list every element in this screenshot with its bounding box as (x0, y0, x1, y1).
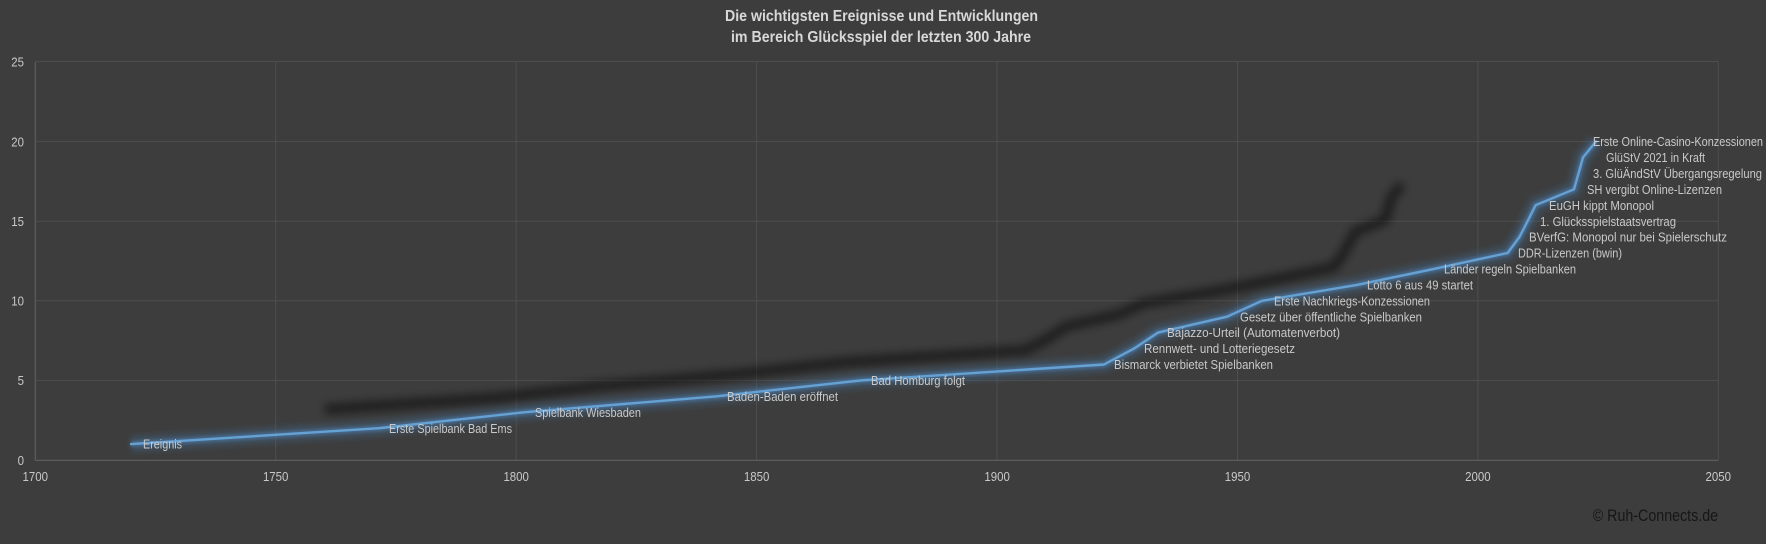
svg-text:1950: 1950 (1225, 470, 1251, 484)
svg-text:Bismarck verbietet Spielbanken: Bismarck verbietet Spielbanken (1114, 358, 1273, 372)
svg-text:1750: 1750 (263, 470, 289, 484)
svg-text:im Bereich Glücksspiel der let: im Bereich Glücksspiel der letzten 300 J… (731, 29, 1031, 46)
svg-text:1. Glücksspielstaatsvertrag: 1. Glücksspielstaatsvertrag (1540, 215, 1676, 229)
svg-text:Spielbank Wiesbaden: Spielbank Wiesbaden (535, 406, 641, 420)
svg-text:Die wichtigsten Ereignisse und: Die wichtigsten Ereignisse und Entwicklu… (725, 8, 1038, 25)
svg-text:Ereignis: Ereignis (143, 438, 182, 452)
svg-text:EuGH kippt Monopol: EuGH kippt Monopol (1549, 199, 1654, 213)
svg-text:DDR-Lizenzen (bwin): DDR-Lizenzen (bwin) (1518, 247, 1622, 261)
svg-text:Baden-Baden eröffnet: Baden-Baden eröffnet (727, 390, 838, 404)
svg-text:5: 5 (18, 374, 24, 388)
svg-text:Länder regeln Spielbanken: Länder regeln Spielbanken (1444, 263, 1576, 277)
svg-text:Bad Homburg folgt: Bad Homburg folgt (871, 374, 965, 388)
svg-text:Bajazzo-Urteil (Automatenverbo: Bajazzo-Urteil (Automatenverbot) (1167, 326, 1340, 340)
svg-text:Erste Spielbank Bad Ems: Erste Spielbank Bad Ems (389, 422, 512, 436)
svg-text:2050: 2050 (1706, 470, 1732, 484)
svg-text:© Ruh-Connects.de: © Ruh-Connects.de (1593, 506, 1718, 525)
svg-text:15: 15 (11, 215, 24, 229)
svg-text:Erste Online-Casino-Konzession: Erste Online-Casino-Konzessionen (1593, 135, 1763, 149)
svg-text:Erste Nachkriegs-Konzessionen: Erste Nachkriegs-Konzessionen (1274, 294, 1430, 308)
svg-text:GlüStV 2021 in Kraft: GlüStV 2021 in Kraft (1606, 151, 1705, 165)
svg-text:1900: 1900 (984, 470, 1010, 484)
svg-text:1850: 1850 (744, 470, 770, 484)
svg-text:SH vergibt Online-Lizenzen: SH vergibt Online-Lizenzen (1587, 183, 1722, 197)
svg-text:Gesetz über öffentliche Spielb: Gesetz über öffentliche Spielbanken (1240, 310, 1422, 324)
svg-text:1700: 1700 (23, 470, 49, 484)
svg-text:Lotto 6 aus 49 startet: Lotto 6 aus 49 startet (1367, 279, 1473, 293)
svg-text:20: 20 (11, 135, 24, 149)
svg-text:1800: 1800 (503, 470, 529, 484)
svg-text:BVerfG: Monopol nur bei Spiele: BVerfG: Monopol nur bei Spielerschutz (1529, 231, 1727, 245)
svg-text:Rennwett- und Lotteriegesetz: Rennwett- und Lotteriegesetz (1144, 342, 1295, 356)
svg-text:2000: 2000 (1465, 470, 1491, 484)
svg-text:0: 0 (18, 454, 24, 468)
svg-text:10: 10 (11, 295, 24, 309)
svg-text:25: 25 (11, 55, 24, 69)
svg-text:3. GlüÄndStV Übergangsregelung: 3. GlüÄndStV Übergangsregelung (1593, 167, 1762, 181)
